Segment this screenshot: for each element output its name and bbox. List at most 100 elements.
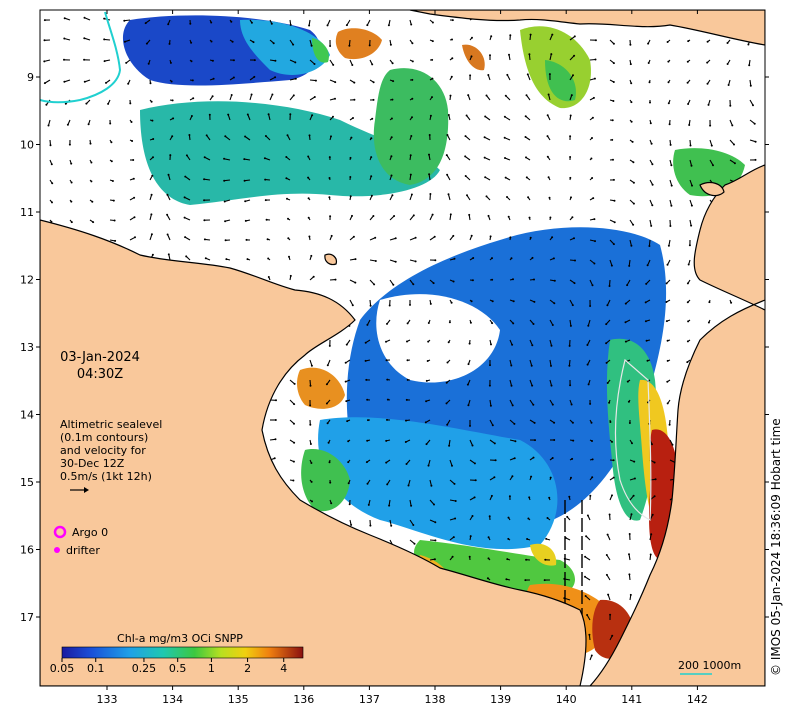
- velocity-arrow-head: [389, 43, 392, 46]
- velocity-arrow-head: [428, 173, 431, 176]
- velocity-arrow-head: [185, 154, 188, 157]
- x-axis-ticks: 133 134 135 136 137 138 139 140 141 142: [97, 10, 708, 706]
- velocity-arrow-head: [551, 457, 554, 459]
- velocity-arrow: [449, 459, 453, 466]
- velocity-arrow-head: [665, 320, 668, 323]
- velocity-arrow-head: [687, 40, 690, 43]
- velocity-arrow-head: [345, 400, 348, 403]
- velocity-arrow-head: [669, 143, 672, 146]
- velocity-arrow-head: [667, 244, 670, 247]
- velocity-arrow-head: [134, 236, 136, 239]
- velocity-arrow-head: [63, 80, 66, 83]
- velocity-arrow-head: [629, 63, 632, 66]
- velocity-arrow-head: [166, 233, 169, 236]
- velocity-arrow-head: [512, 300, 515, 303]
- velocity-arrow-head: [706, 40, 709, 43]
- velocity-arrow-head: [449, 213, 452, 216]
- velocity-arrow: [509, 399, 514, 406]
- velocity-arrow-head: [612, 100, 615, 102]
- velocity-arrow-head: [246, 113, 249, 116]
- velocity-arrow-head: [411, 78, 414, 81]
- velocity-arrow-head: [406, 340, 408, 343]
- velocity-arrow-head: [452, 536, 455, 539]
- velocity-arrow-head: [388, 304, 391, 307]
- velocity-arrow-head: [334, 97, 336, 100]
- velocity-arrow-head: [606, 304, 609, 307]
- velocity-arrow-head: [131, 140, 134, 142]
- chl-patch-nw-cyan: [240, 19, 330, 76]
- velocity-arrow-head: [373, 283, 376, 286]
- velocity-arrow-head: [191, 79, 194, 82]
- y-tick-label: 16: [20, 544, 34, 557]
- velocity-arrow-head: [533, 300, 536, 303]
- velocity-arrow-head: [733, 143, 735, 146]
- chl-patch-center-teal: [140, 101, 440, 205]
- velocity-arrow-head: [309, 404, 312, 407]
- velocity-arrow-head: [203, 238, 206, 241]
- velocity-arrow-head: [83, 37, 86, 40]
- velocity-arrow-head: [530, 364, 533, 367]
- velocity-arrow-head: [325, 402, 328, 405]
- velocity-arrow-head: [433, 503, 435, 506]
- velocity-arrow: [244, 136, 251, 141]
- velocity-arrow-head: [264, 199, 267, 202]
- velocity-arrow-head: [386, 398, 389, 401]
- velocity-arrow-head: [312, 275, 315, 278]
- velocity-arrow-head: [203, 199, 206, 202]
- velocity-arrow-head: [447, 193, 450, 196]
- velocity-arrow-head: [270, 22, 273, 25]
- velocity-arrow-head: [606, 533, 609, 536]
- velocity-arrow-head: [531, 384, 534, 387]
- colorbar-tick-label: 4: [280, 662, 287, 675]
- velocity-arrow-head: [223, 157, 226, 160]
- velocity-arrow-head: [531, 344, 534, 347]
- velocity-arrow-head: [89, 142, 92, 145]
- velocity-arrow-head: [167, 173, 170, 176]
- velocity-arrow-head: [330, 135, 332, 138]
- velocity-arrow-head: [668, 423, 671, 426]
- velocity-arrow-head: [644, 320, 647, 323]
- velocity-arrow-head: [109, 122, 112, 125]
- velocity-arrow-head: [244, 200, 247, 203]
- velocity-arrow-head: [487, 74, 490, 76]
- velocity-arrow-head: [85, 102, 88, 105]
- velocity-arrow-head: [649, 101, 651, 104]
- velocity-arrow-head: [448, 444, 451, 447]
- velocity-arrow-head: [307, 155, 310, 158]
- velocity-arrow-head: [91, 200, 94, 203]
- velocity-arrow-head: [211, 95, 214, 98]
- velocity-arrow-head: [371, 63, 374, 66]
- velocity-arrow-head: [433, 235, 436, 238]
- velocity-arrow: [309, 59, 315, 65]
- velocity-arrow-head: [410, 504, 413, 507]
- velocity-arrow-head: [352, 235, 355, 238]
- velocity-arrow-head: [112, 199, 115, 202]
- velocity-arrow-head: [587, 383, 590, 386]
- velocity-arrow-head: [372, 215, 375, 217]
- y-tick-label: 13: [20, 341, 34, 354]
- velocity-arrow-head: [171, 99, 174, 102]
- velocity-arrow-head: [670, 184, 673, 187]
- velocity-arrow-head: [70, 181, 73, 184]
- velocity-arrow-head: [470, 234, 473, 237]
- velocity-arrow-head: [585, 535, 588, 538]
- velocity-arrow-head: [632, 494, 635, 497]
- velocity-arrow-head: [372, 81, 375, 84]
- velocity-arrow-head: [409, 303, 411, 306]
- velocity-arrow-head: [253, 59, 256, 62]
- velocity-arrow-head: [626, 380, 629, 383]
- velocity-arrow-head: [706, 61, 709, 64]
- velocity-arrow-head: [129, 102, 132, 105]
- velocity-arrow-head: [454, 500, 457, 502]
- velocity-arrow-head: [309, 423, 312, 426]
- velocity-arrow-head: [330, 502, 333, 505]
- velocity-arrow-head: [275, 399, 277, 402]
- velocity-arrow-head: [589, 305, 592, 307]
- velocity-arrow-head: [753, 122, 756, 125]
- velocity-arrow-head: [70, 221, 73, 224]
- velocity-arrow-head: [574, 259, 576, 262]
- velocity-arrow-head: [573, 282, 576, 285]
- velocity-arrow-head: [589, 494, 592, 497]
- velocity-arrow-head: [688, 244, 691, 247]
- velocity-arrow-head: [412, 524, 415, 526]
